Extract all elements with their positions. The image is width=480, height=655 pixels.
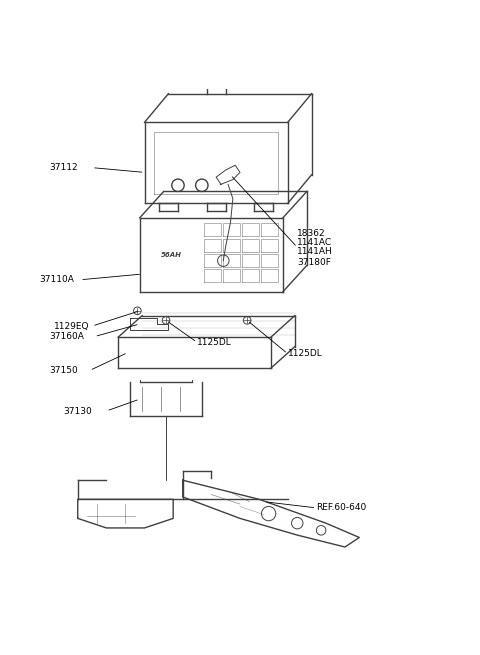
Text: 1141AH: 1141AH	[297, 247, 333, 256]
Text: 18362: 18362	[297, 229, 326, 238]
Text: 37180F: 37180F	[297, 257, 331, 267]
Text: 1125DL: 1125DL	[288, 349, 323, 358]
Text: 37130: 37130	[63, 407, 92, 415]
Text: 56AH: 56AH	[161, 252, 182, 257]
Text: 37150: 37150	[49, 366, 78, 375]
Text: 37110A: 37110A	[39, 275, 74, 284]
Text: 37160A: 37160A	[49, 332, 84, 341]
Text: REF.60-640: REF.60-640	[316, 504, 367, 512]
Text: 37112: 37112	[49, 163, 78, 172]
Text: 1129EQ: 1129EQ	[54, 322, 89, 331]
Text: 1125DL: 1125DL	[197, 338, 232, 346]
Text: 1141AC: 1141AC	[297, 238, 332, 247]
